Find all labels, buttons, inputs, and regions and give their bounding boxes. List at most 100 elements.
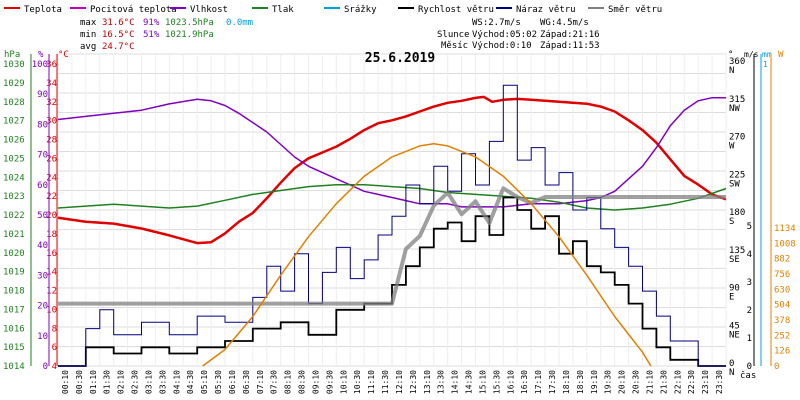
tick-percent: 70 (37, 151, 48, 161)
series-solar (202, 142, 652, 367)
series-tlak (57, 183, 727, 211)
axis-label-degrees: ° (728, 50, 733, 60)
x-tick-label: 23:30 (715, 370, 724, 394)
x-tick-label: 04:30 (186, 370, 195, 394)
tick-hpa: 1030 (3, 60, 25, 70)
tick-direction: NW (729, 104, 740, 114)
x-tick-label: 11:30 (381, 370, 390, 394)
tick-wm2: 504 (774, 301, 790, 311)
x-tick-label: 09:30 (325, 370, 334, 394)
x-tick-label: 07:10 (256, 370, 265, 394)
tick-hpa: 1016 (3, 324, 25, 334)
tick-direction: N (729, 368, 734, 378)
tick-wm2: 1008 (774, 239, 796, 249)
x-tick-label: 05:30 (214, 370, 223, 394)
axis-label-mm: mm (762, 50, 772, 59)
tick-percent: 40 (37, 241, 48, 251)
tick-ms: 4 (747, 250, 752, 260)
x-tick-label: 14:30 (465, 370, 474, 394)
tick-hpa: 1022 (3, 211, 25, 221)
tick-mm: 1 (763, 60, 768, 69)
x-tick-label: 03:30 (158, 370, 167, 394)
x-tick-label: 06:30 (242, 370, 251, 394)
stat-value: avg (80, 42, 96, 52)
axis-label-celsius: °C (58, 50, 69, 60)
x-tick-label: 00:30 (75, 370, 84, 394)
x-tick-label: 13:10 (423, 370, 432, 394)
stat-value: 51% (143, 30, 160, 40)
wind-gust-info: WG:4.5m/s (540, 18, 589, 28)
x-tick-label: 19:10 (590, 370, 599, 394)
tick-ms: 0 (747, 362, 752, 372)
legend-item: Tlak (272, 5, 294, 15)
x-tick-label: 20:30 (632, 370, 641, 394)
stats-panel: max 31.6°C 91% 1023.5hPa 0.0mm min 16.5°C 51% 10… (80, 18, 600, 52)
tick-hpa: 1028 (3, 98, 25, 108)
x-tick-label: 16:10 (506, 370, 515, 394)
tick-wm2: 630 (774, 285, 790, 295)
x-tick-label: 09:10 (311, 370, 320, 394)
tick-hpa: 1026 (3, 136, 25, 146)
x-tick-label: 01:10 (89, 370, 98, 394)
x-tick-label: 17:30 (548, 370, 557, 394)
x-tick-label: 10:10 (339, 370, 348, 394)
x-tick-label: 15:30 (492, 370, 501, 394)
legend-item: Teplota (24, 5, 62, 15)
x-tick-label: 06:10 (228, 370, 237, 394)
axes: hPa% °C1030102910281027102610251024102310… (3, 50, 796, 378)
tick-degrees: 225 (729, 170, 745, 180)
x-tick-label: 18:30 (576, 370, 585, 394)
tick-celsius: 20 (46, 211, 57, 221)
x-tick-label: 12:10 (395, 370, 404, 394)
x-tick-label: 20:10 (618, 370, 627, 394)
legend: Teplota Pocitová teplota Vlhkost Tlak Srážky… (4, 5, 662, 15)
axis-label-ms: m/s (744, 50, 759, 59)
x-tick-label: 21:30 (659, 370, 668, 394)
legend-item: Vlhkost (190, 5, 228, 15)
tick-celsius: 16 (46, 249, 57, 259)
tick-percent: 30 (37, 271, 48, 281)
stat-value: 24.7°C (102, 42, 135, 52)
tick-celsius: 30 (46, 117, 57, 127)
tick-ms: 1 (747, 334, 752, 344)
tick-degrees: 135 (729, 246, 745, 256)
legend-item: Srážky (344, 5, 377, 15)
tick-direction: NE (729, 330, 740, 340)
tick-wm2: 756 (774, 270, 790, 280)
tick-percent: 100 (32, 60, 48, 70)
x-axis-label: čas (740, 370, 756, 381)
tick-direction: S (729, 217, 734, 227)
tick-celsius: 22 (46, 192, 57, 202)
tick-wm2: 1134 (774, 224, 796, 234)
tick-percent: 0 (43, 362, 48, 372)
moon-label: Měsíc (441, 41, 468, 51)
sun-label: Slunce (437, 30, 470, 40)
tick-hpa: 1014 (3, 362, 25, 372)
stat-value: 91% (143, 18, 160, 28)
x-tick-label: 00:10 (61, 370, 70, 394)
stat-value: 31.6°C (102, 18, 135, 28)
x-tick-label: 13:30 (437, 370, 446, 394)
tick-celsius: 6 (52, 343, 57, 353)
x-tick-label: 08:30 (298, 370, 307, 394)
x-tick-label: 12:30 (409, 370, 418, 394)
x-tick-label: 19:30 (604, 370, 613, 394)
legend-item: Směr větru (608, 5, 662, 15)
x-tick-label: 15:10 (478, 370, 487, 394)
axis-label-hpa: hPa (4, 50, 20, 60)
tick-celsius: 28 (46, 136, 57, 146)
tick-wm2: 882 (774, 255, 790, 265)
x-tick-label: 18:10 (562, 370, 571, 394)
chart-title: 25.6.2019 (365, 51, 435, 66)
tick-degrees: 315 (729, 95, 745, 105)
tick-celsius: 8 (52, 324, 57, 334)
tick-celsius: 34 (46, 79, 57, 89)
series-náraz-větru (58, 84, 726, 367)
x-tick-label: 14:10 (451, 370, 460, 394)
stat-value: max (80, 18, 97, 28)
tick-direction: SW (729, 179, 740, 189)
moonrise: Východ:0:10 (472, 41, 532, 51)
tick-celsius: 4 (52, 362, 57, 372)
tick-hpa: 1023 (3, 192, 25, 202)
